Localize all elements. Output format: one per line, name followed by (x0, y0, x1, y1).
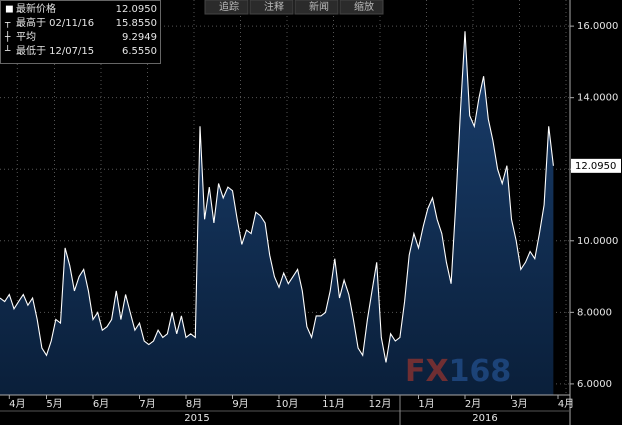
toolbar-button-label: 追踪 (219, 0, 239, 13)
watermark: FX168 (405, 354, 511, 389)
legend-icon: ┬ (4, 19, 11, 29)
legend-name: 最高于 02/11/16 (16, 16, 94, 29)
x-tick-label: 1月 (418, 398, 434, 410)
legend-value: 6.5550 (122, 46, 157, 57)
legend-value: 15.8550 (116, 18, 157, 29)
legend-value: 12.0950 (116, 4, 157, 15)
x-tick-label: 12月 (369, 398, 392, 410)
watermark-168: 168 (449, 354, 512, 389)
watermark-fx: FX (405, 354, 449, 389)
x-tick-label: 4月 (9, 398, 25, 410)
x-tick-label: 9月 (232, 398, 248, 410)
toolbar-button-bg (339, 0, 384, 15)
x-tick-label: 4月 (558, 398, 574, 410)
toolbar-button-label: 新闻 (309, 0, 329, 13)
toolbar-button[interactable]: 注释 (249, 0, 294, 15)
legend-icon: ┴ (4, 45, 11, 57)
x-tick-label: 2月 (465, 398, 481, 410)
toolbar-button[interactable]: 新闻 (294, 0, 339, 15)
area (0, 31, 554, 396)
toolbar-button-bg (204, 0, 249, 15)
toolbar-button[interactable]: 追踪 (204, 0, 249, 15)
toolbar-button-label: 注释 (264, 0, 284, 13)
x-tick-label: 7月 (139, 398, 155, 410)
year-label: 2015 (184, 413, 209, 424)
toolbar-button[interactable]: 缩放 (339, 0, 384, 15)
y-tick-label: 8.0000 (577, 307, 612, 318)
legend-name: 平均 (16, 31, 36, 43)
legend-value: 9.2949 (122, 32, 157, 43)
legend-icon: ┼ (4, 31, 11, 43)
year-label: 2016 (472, 413, 497, 424)
toolbar-button-bg (294, 0, 339, 15)
x-tick-label: 5月 (46, 398, 62, 410)
x-tick-label: 11月 (322, 398, 345, 410)
toolbar-button-label: 缩放 (354, 0, 374, 13)
legend-name: 最新价格 (16, 2, 56, 15)
y-tick-label: 16.0000 (577, 21, 618, 32)
line (0, 31, 554, 363)
legend-name: 最低于 12/07/15 (16, 44, 94, 57)
legend-box (0, 0, 161, 64)
y-tick-label: 10.0000 (577, 236, 618, 247)
x-tick-label: 6月 (93, 398, 109, 410)
legend-icon: ■ (5, 5, 14, 15)
last-value-label: 12.0950 (575, 161, 616, 172)
y-tick-label: 14.0000 (577, 93, 618, 104)
y-tick-label: 6.0000 (577, 379, 612, 390)
last-value-tag (571, 158, 621, 173)
x-tick-label: 8月 (186, 398, 202, 410)
x-tick-label: 10月 (276, 398, 299, 410)
x-tick-label: 3月 (511, 398, 527, 410)
toolbar-button-bg (249, 0, 294, 15)
